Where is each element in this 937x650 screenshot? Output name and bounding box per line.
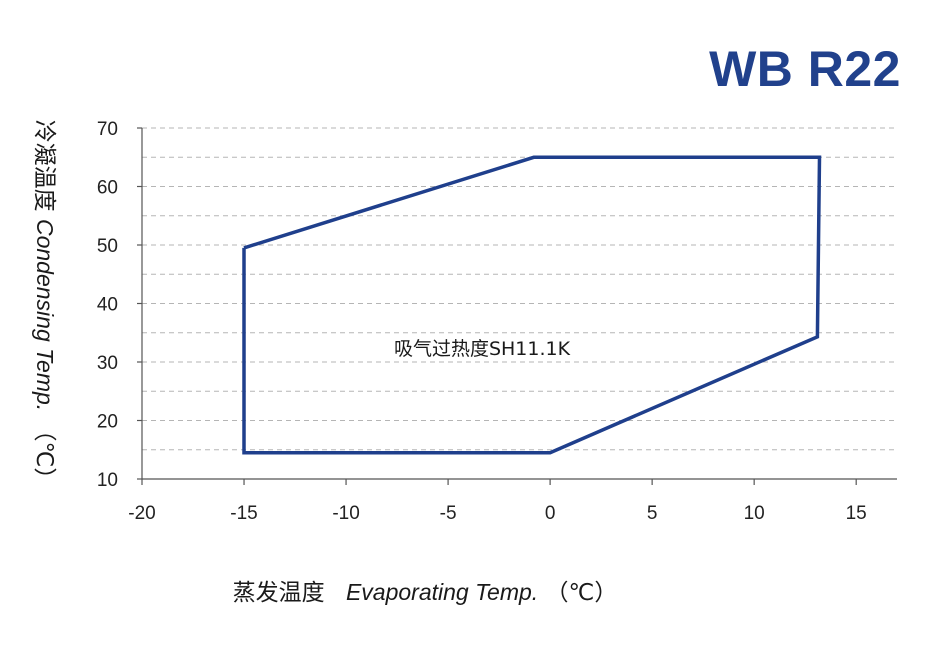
y-tick-label: 70 [97,119,118,140]
y-tick-label: 40 [97,295,118,316]
x-tick-label: -10 [332,503,359,524]
y-tick-label: 20 [97,412,118,433]
x-axis-label-cn: 蒸发温度 [233,580,325,606]
x-tick-label: -15 [230,503,257,524]
x-tick-label: 5 [647,503,658,524]
x-tick-label: 15 [846,503,867,524]
y-tick-label: 10 [97,470,118,491]
x-tick-label: 10 [744,503,765,524]
x-tick-label: -5 [440,503,457,524]
y-axis-label: 冷凝温度 Condensing Temp. （℃） [31,120,58,491]
y-axis-label-unit: （℃） [31,419,57,491]
envelope-line [242,155,822,455]
y-tick-labels: 10 20 30 40 50 60 70 [97,119,142,491]
x-tick-label: 0 [545,503,556,524]
x-tick-labels: -20 -15 -10 -5 0 5 10 15 [128,479,867,524]
x-axis-label-en: Evaporating Temp. [346,579,538,605]
x-tick-label: -20 [128,503,155,524]
x-axis-label-unit: （℃） [546,580,618,606]
superheat-annotation: 吸气过热度SH11.1K [394,338,571,360]
x-axis-label: 蒸发温度 Evaporating Temp. （℃） [233,579,618,606]
y-axis-label-cn: 冷凝温度 [31,120,57,212]
y-axis-label-en: Condensing Temp. [32,219,58,411]
y-tick-label: 60 [97,178,118,199]
y-tick-label: 30 [97,353,118,374]
y-tick-label: 50 [97,236,118,257]
grid-lines [142,127,897,451]
chart-title: WB R22 [709,41,901,97]
